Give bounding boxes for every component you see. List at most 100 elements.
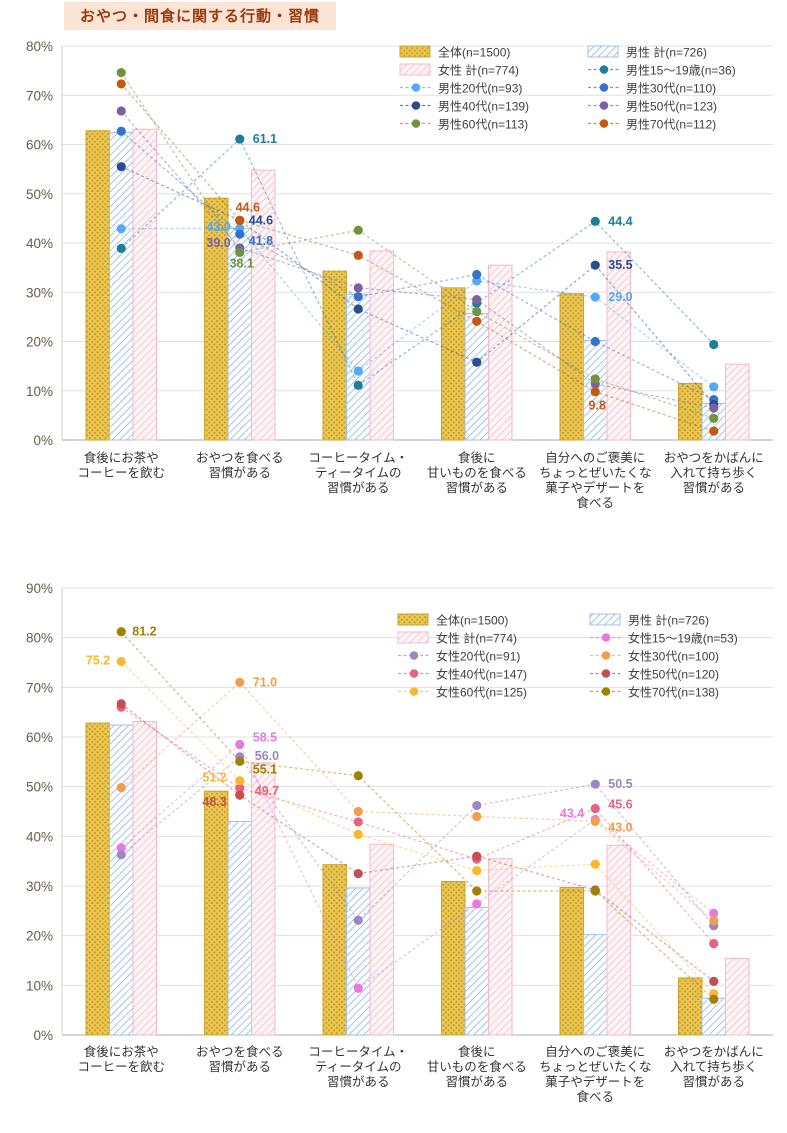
data-label: 75.2	[86, 654, 110, 668]
bar	[369, 843, 394, 1036]
data-dot	[353, 868, 363, 879]
legend-item: 女性60代(n=125)	[398, 685, 527, 700]
legend-swatch-bar	[397, 613, 429, 626]
data-label: 50.5	[608, 777, 632, 791]
dots-layer	[116, 67, 719, 436]
data-dot	[353, 817, 363, 827]
legend-swatch-dot	[409, 669, 419, 678]
legend-item: 全体(n=1500)	[399, 45, 510, 60]
category-label: コーヒータイム・ティータイムの習慣がある	[308, 451, 408, 495]
category-label: おやつを食べる習慣がある	[196, 1044, 284, 1074]
data-dot	[235, 790, 245, 800]
y-axis-tick-label: 40%	[26, 236, 53, 251]
female-chart-svg: 0% 10% 20% 30% 40% 50% 60% 70% 80% 90% 58.5 43.4 56.…	[26, 581, 773, 1104]
data-label: 44.6	[236, 200, 260, 214]
data-label: 81.2	[132, 625, 156, 639]
legend-label: 女性70代(n=138)	[628, 685, 719, 700]
category-label: 自分へのご褒美にちょっとぜいたくな菓子やデザートを食べる	[539, 450, 652, 510]
data-dot	[235, 247, 245, 257]
legend-label: 女性30代(n=100)	[628, 649, 719, 664]
data-label: 38.1	[230, 256, 254, 270]
data-dot	[353, 366, 363, 376]
category-label: 食後にお茶やコーヒーを飲む	[77, 1044, 165, 1074]
data-dot	[116, 243, 126, 254]
bar	[346, 887, 371, 1036]
data-dot	[116, 843, 126, 853]
legend: 全体(n=1500) 男性 計(n=726) 女性 計(n=774) 男性15〜19歳…	[399, 45, 736, 132]
category-label: おやつを食べる習慣がある	[196, 450, 284, 480]
data-dot	[353, 771, 363, 781]
data-label: 56.0	[255, 749, 279, 763]
legend-item: 男性30代(n=110)	[588, 82, 716, 96]
data-dot	[590, 387, 600, 397]
series-line	[120, 138, 715, 387]
series-line	[120, 743, 715, 990]
bar	[725, 958, 750, 1036]
legend-swatch-bar	[399, 63, 431, 76]
y-axis-tick-label: 20%	[26, 335, 53, 350]
legend-item: 男性50代(n=123)	[588, 100, 717, 114]
y-axis-tick-label: 70%	[26, 680, 53, 695]
series-lines-layer	[120, 72, 715, 432]
data-dot	[353, 225, 363, 235]
legend-label: 男性70代(n=112)	[626, 118, 716, 132]
data-dot	[235, 134, 245, 144]
data-label: 29.0	[608, 290, 632, 304]
legend-swatch-dot	[599, 101, 609, 110]
bar	[251, 762, 276, 1036]
bar	[109, 724, 134, 1036]
legend-swatch-dot	[601, 651, 611, 660]
data-dot	[472, 269, 482, 280]
data-dot	[709, 382, 719, 392]
data-dot	[235, 756, 245, 766]
category-label: おやつをかばんに入れて持ち歩く習慣がある	[664, 451, 764, 495]
data-label: 51.2	[202, 771, 226, 785]
bar	[109, 132, 134, 441]
data-dot	[590, 260, 600, 270]
legend-item: 女性 計(n=774)	[397, 631, 517, 646]
legend-item: 男性15〜19歳(n=36)	[588, 64, 736, 78]
legend-label: 女性20代(n=91)	[436, 649, 520, 664]
legend-label: 女性50代(n=120)	[628, 667, 719, 682]
gridlines: 0% 10% 20% 30% 40% 50% 60% 70% 80%	[26, 39, 773, 448]
bar	[725, 363, 750, 441]
data-dot	[235, 783, 245, 793]
legend-label: 女性 計(n=774)	[438, 63, 519, 78]
data-dot	[235, 229, 245, 239]
data-label: 39.0	[206, 236, 230, 250]
series-line	[120, 72, 714, 419]
x-axis-category-labels: 食後にお茶やコーヒーを飲む おやつを食べる習慣があるコーヒータイム・ティータイムの…	[77, 450, 763, 510]
y-axis-tick-label: 10%	[26, 384, 53, 399]
bar	[85, 130, 110, 441]
data-dot	[472, 357, 482, 367]
y-axis-tick-label: 60%	[26, 730, 53, 745]
bar	[464, 906, 489, 1036]
bar	[678, 977, 703, 1036]
data-dot	[353, 250, 363, 260]
bar	[606, 251, 631, 441]
legend-swatch-dot	[599, 65, 609, 74]
legend-label: 全体(n=1500)	[436, 613, 508, 628]
data-dot	[472, 851, 482, 861]
y-axis-tick-label: 50%	[26, 187, 53, 202]
series-line	[120, 681, 715, 922]
data-label: 35.5	[608, 258, 632, 272]
bar	[559, 886, 584, 1036]
data-dot	[590, 803, 600, 814]
category-label: おやつをかばんに入れて持ち歩く習慣がある	[664, 1045, 764, 1089]
y-axis-tick-label: 0%	[33, 433, 53, 448]
data-dot	[116, 224, 126, 234]
legend-swatch-dot	[599, 119, 609, 128]
data-dot	[116, 79, 126, 89]
bar	[441, 881, 466, 1036]
bar	[606, 844, 631, 1036]
data-dot	[472, 295, 482, 305]
legend-item: 男性20代(n=93)	[400, 82, 522, 96]
series-line	[120, 661, 715, 995]
data-label: 55.1	[253, 762, 277, 776]
data-dot	[590, 779, 600, 789]
data-label: 48.3	[202, 795, 226, 809]
data-dot	[709, 339, 719, 350]
data-dot	[116, 699, 126, 709]
data-dot	[353, 915, 363, 925]
